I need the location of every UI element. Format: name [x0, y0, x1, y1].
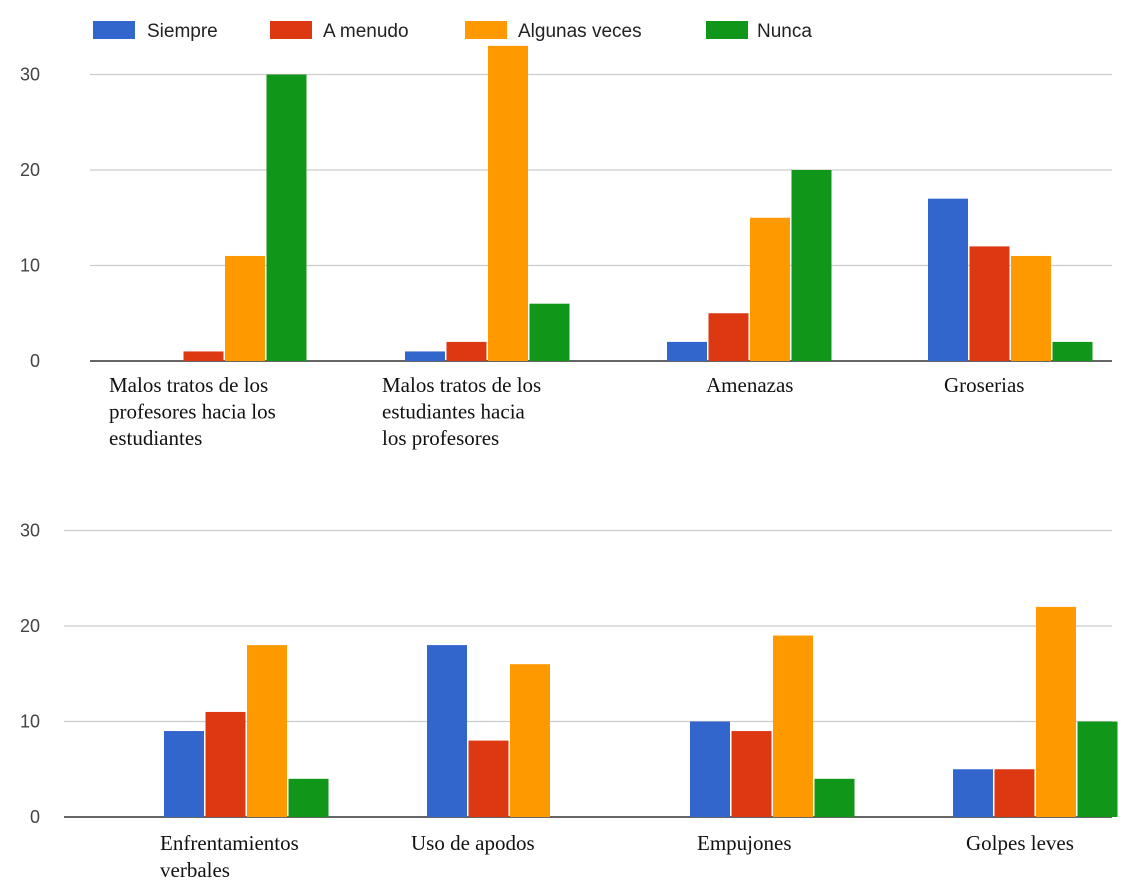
x-category-label-bottom-enfrentamientos-verbales: Enfrentamientos verbales	[160, 831, 299, 882]
legend-swatch-siempre	[93, 21, 135, 39]
bar-top-malos-tratos-de-los-estudiantes-hacia-los-profesores-nunca[interactable]	[529, 303, 570, 361]
bar-bottom-empujones-a-menudo[interactable]	[731, 731, 772, 817]
bar-top-malos-tratos-de-los-estudiantes-hacia-los-profesores-siempre[interactable]	[405, 351, 445, 361]
bar-bottom-golpes-leves-a-menudo[interactable]	[994, 769, 1035, 817]
bar-top-groserias-nunca[interactable]	[1052, 341, 1093, 361]
y-tick-label-bottom-20: 20	[20, 616, 40, 636]
x-category-label-top-malos-tratos-de-los-profesores-hacia-los-estudiantes: Malos tratos de los profesores hacia los e…	[109, 373, 276, 450]
bar-top-malos-tratos-de-los-estudiantes-hacia-los-profesores-a-menudo[interactable]	[446, 341, 487, 361]
legend-item-algunas-veces[interactable]: Algunas veces	[465, 21, 642, 42]
legend-item-siempre[interactable]: Siempre	[93, 21, 218, 42]
legend-item-a-menudo[interactable]: A menudo	[270, 21, 409, 42]
legend-item-nunca[interactable]: Nunca	[706, 21, 812, 42]
legend-label-algunas-veces: Algunas veces	[518, 21, 642, 42]
bar-bottom-golpes-leves-siempre[interactable]	[953, 769, 993, 817]
y-tick-label-top-20: 20	[20, 160, 40, 180]
bar-bottom-enfrentamientos-verbales-a-menudo[interactable]	[205, 711, 246, 817]
bar-top-groserias-siempre[interactable]	[928, 198, 968, 361]
legend-label-nunca: Nunca	[757, 21, 812, 42]
bar-bottom-uso-de-apodos-algunas-veces[interactable]	[510, 664, 550, 817]
bar-top-malos-tratos-de-los-profesores-hacia-los-estudiantes-nunca[interactable]	[266, 74, 307, 362]
bar-top-groserias-a-menudo[interactable]	[969, 246, 1010, 361]
x-category-label-top-groserias: Groserias	[944, 373, 1024, 397]
legend-swatch-nunca	[706, 21, 748, 39]
bar-bottom-golpes-leves-nunca[interactable]	[1077, 721, 1118, 818]
bar-top-amenazas-algunas-veces[interactable]	[750, 217, 790, 361]
y-tick-label-bottom-30: 30	[20, 521, 40, 541]
x-category-label-bottom-golpes-leves: Golpes leves	[966, 831, 1074, 855]
x-category-label-top-malos-tratos-de-los-estudiantes-hacia-los-profesores: Malos tratos de los estudiantes hacia los …	[382, 373, 541, 450]
bar-bottom-golpes-leves-algunas-veces[interactable]	[1036, 606, 1076, 817]
bar-top-amenazas-nunca[interactable]	[791, 170, 832, 361]
legend-swatch-algunas-veces	[465, 21, 507, 39]
bar-bottom-empujones-siempre[interactable]	[690, 721, 730, 818]
bar-top-malos-tratos-de-los-estudiantes-hacia-los-profesores-algunas-veces[interactable]	[488, 45, 528, 361]
bar-bottom-uso-de-apodos-a-menudo[interactable]	[468, 740, 509, 817]
chart-top: 0 10 20 30 Malos tratos de los profesores hac…	[20, 45, 1112, 450]
bar-bottom-empujones-nunca[interactable]	[814, 778, 855, 817]
bar-top-amenazas-siempre[interactable]	[667, 341, 707, 361]
y-tick-label-top-0: 0	[30, 351, 40, 371]
bar-bottom-enfrentamientos-verbales-siempre[interactable]	[164, 731, 204, 817]
bar-top-malos-tratos-de-los-profesores-hacia-los-estudiantes-a-menudo[interactable]	[183, 351, 224, 361]
legend-swatch-a-menudo	[270, 21, 312, 39]
legend-label-a-menudo: A menudo	[323, 21, 409, 42]
bar-bottom-enfrentamientos-verbales-algunas-veces[interactable]	[247, 645, 287, 817]
bar-bottom-enfrentamientos-verbales-nunca[interactable]	[288, 778, 329, 817]
legend-label-siempre: Siempre	[147, 21, 218, 42]
x-category-label-top-amenazas: Amenazas	[706, 373, 793, 397]
bar-top-groserias-algunas-veces[interactable]	[1011, 255, 1051, 361]
bar-bottom-empujones-algunas-veces[interactable]	[773, 635, 813, 817]
x-category-label-bottom-uso-de-apodos: Uso de apodos	[411, 831, 535, 855]
x-category-label-bottom-empujones: Empujones	[697, 831, 792, 855]
chart-bottom: 0 10 20 30 Enfrentamientos verbales Uso de apo…	[20, 521, 1118, 882]
y-tick-label-top-30: 30	[20, 65, 40, 85]
bar-top-amenazas-a-menudo[interactable]	[708, 313, 749, 361]
y-tick-label-top-10: 10	[20, 256, 40, 276]
y-tick-label-bottom-0: 0	[30, 807, 40, 827]
bar-top-malos-tratos-de-los-profesores-hacia-los-estudiantes-algunas-veces[interactable]	[225, 255, 265, 361]
bar-bottom-uso-de-apodos-siempre[interactable]	[427, 645, 467, 817]
y-tick-label-bottom-10: 10	[20, 712, 40, 732]
legend: Siempre A menudo Algunas veces Nunca	[93, 21, 812, 42]
